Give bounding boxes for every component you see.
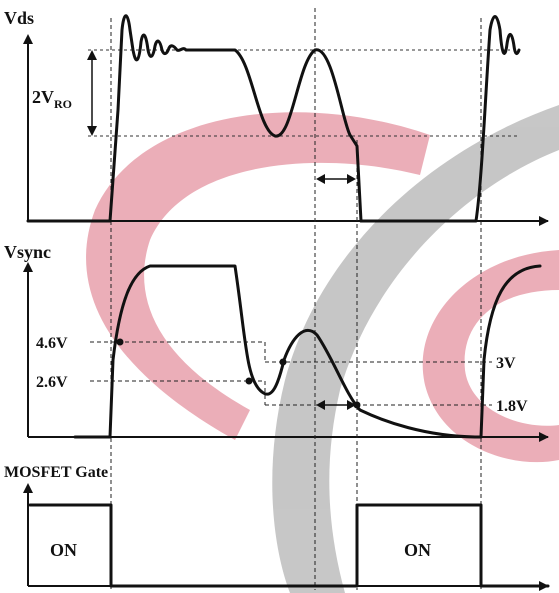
- watermark-gray-arc: [272, 105, 559, 593]
- gate-title: MOSFET Gate: [4, 464, 108, 481]
- vds-waveform: [26, 14, 521, 223]
- vds-level-label: 2VRO: [32, 87, 72, 111]
- vsync-label-2-6v: 2.6V: [36, 374, 68, 391]
- gate-on-label-1: ON: [50, 540, 77, 560]
- watermark-red-hook: [422, 250, 559, 463]
- vds-delay-arrow: [316, 174, 356, 184]
- watermark-logo: [86, 105, 559, 593]
- gate-on-label-2: ON: [404, 540, 431, 560]
- vds-level-label-sub: RO: [54, 97, 72, 111]
- vds-title: Vds: [4, 8, 34, 28]
- vds-level-label-main: 2V: [32, 87, 54, 107]
- vsync-label-1-8v: 1.8V: [496, 398, 528, 415]
- vsync-title: Vsync: [4, 242, 51, 262]
- vsync-label-4-6v: 4.6V: [36, 335, 68, 352]
- vsync-waveform: [73, 264, 542, 439]
- gate-waveform: [28, 503, 550, 588]
- vsync-delay-arrow: [316, 400, 356, 410]
- vsync-markers: [116, 338, 361, 409]
- watermark-red-arc: [86, 112, 430, 440]
- vsync-label-3v: 3V: [496, 355, 516, 372]
- vds-reference-lines: [87, 49, 520, 137]
